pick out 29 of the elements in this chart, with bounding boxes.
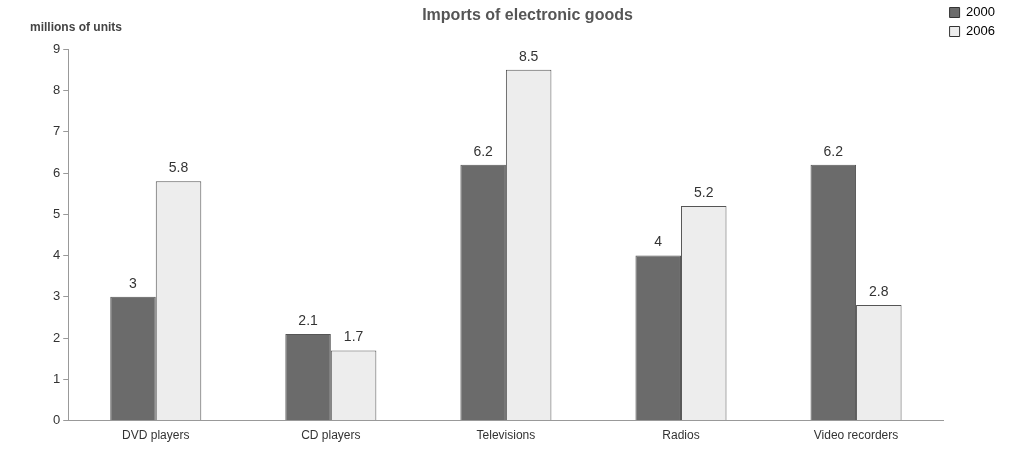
- x-tick-label: Televisions: [476, 428, 536, 443]
- chart-title: Imports of electronic goods: [422, 6, 633, 24]
- y-tick-label: 9: [53, 40, 61, 56]
- y-tick-label: 0: [53, 412, 61, 428]
- data-label: 5.2: [694, 183, 714, 200]
- x-tick-label: CD players: [301, 428, 361, 443]
- y-tick-label: 2: [53, 329, 61, 345]
- data-label: 3: [129, 274, 138, 291]
- data-label: 1.7: [343, 328, 364, 345]
- x-tick-label: Radios: [662, 428, 700, 443]
- x-tick-label: Video recorders: [813, 428, 899, 443]
- y-tick-label: 6: [53, 164, 61, 180]
- y-tick-label: 5: [53, 205, 61, 221]
- y-tick-label: 7: [53, 123, 61, 139]
- data-label: 6.2: [823, 142, 844, 159]
- data-label: 6.2: [473, 142, 494, 159]
- data-label: 5.8: [168, 159, 189, 176]
- x-tick-label: DVD players: [122, 428, 190, 443]
- data-label: 2.8: [869, 282, 889, 299]
- data-label: 4: [654, 233, 663, 250]
- y-axis-title: millions of units: [30, 20, 123, 35]
- y-tick-label: 4: [53, 247, 61, 263]
- data-label: 2.1: [298, 311, 319, 328]
- data-label: 8.5: [518, 47, 539, 64]
- legend-label: 2006: [966, 23, 995, 39]
- y-tick-label: 3: [53, 288, 61, 304]
- y-tick-label: 8: [53, 82, 61, 98]
- y-tick-label: 1: [53, 370, 61, 386]
- legend-label: 2000: [966, 4, 995, 20]
